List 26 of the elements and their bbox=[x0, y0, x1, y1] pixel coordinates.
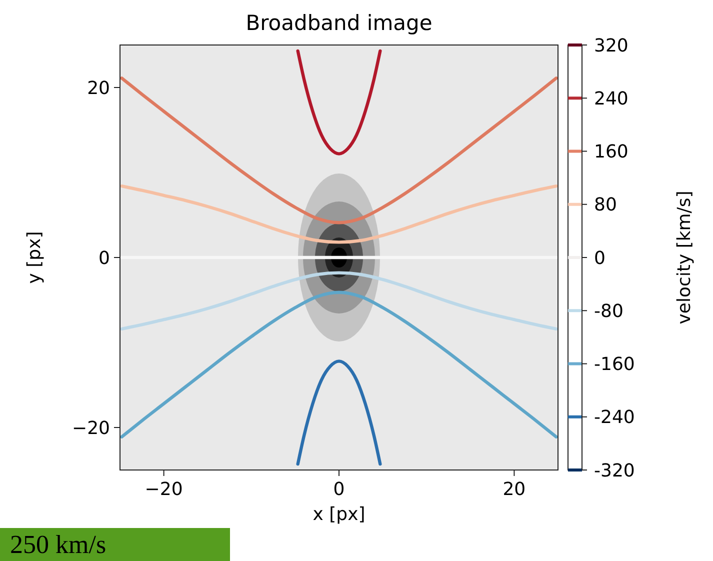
x-tick-label: −20 bbox=[144, 479, 183, 500]
y2-tick-label: -80 bbox=[594, 300, 624, 322]
x-tick-label: 20 bbox=[502, 479, 526, 500]
y-tick-label: 20 bbox=[87, 78, 110, 99]
y2-tick-label: 0 bbox=[594, 248, 606, 269]
y2-tick-label: 80 bbox=[594, 194, 617, 216]
y2-tick-label: 320 bbox=[594, 35, 628, 56]
line-series bbox=[296, 49, 382, 156]
y2-tick-label: -160 bbox=[594, 354, 635, 376]
y-tick-label: 0 bbox=[98, 248, 110, 269]
x-axis-title: x [px] bbox=[312, 504, 366, 525]
text: 250 km/s bbox=[10, 530, 106, 559]
y2-tick-label: 240 bbox=[594, 88, 628, 110]
y-tick-label: −20 bbox=[72, 418, 110, 439]
x-tick-label: 0 bbox=[333, 479, 345, 500]
line-series bbox=[120, 184, 558, 244]
y2-tick-label: -240 bbox=[594, 407, 635, 428]
line-series bbox=[120, 271, 558, 330]
line-series bbox=[296, 360, 382, 466]
y-axis-title: y [px] bbox=[24, 231, 45, 284]
line-series bbox=[120, 76, 558, 224]
line-series bbox=[120, 290, 558, 438]
y2-tick-label: 160 bbox=[594, 142, 628, 163]
y2-axis-title: velocity [km/s] bbox=[674, 190, 695, 324]
y2-tick-label: -320 bbox=[594, 460, 635, 482]
chart-title: Broadband image bbox=[246, 11, 432, 35]
